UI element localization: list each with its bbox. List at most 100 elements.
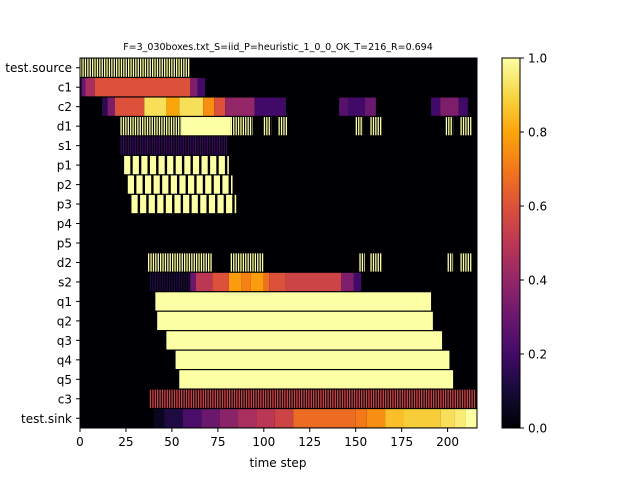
heatmap-cell-c3 <box>329 389 332 408</box>
heatmap-cell-test-sink <box>219 409 239 428</box>
heatmap-cell-s1 <box>216 136 218 155</box>
heatmap-cell-d2 <box>181 253 183 272</box>
heatmap-cell-s1 <box>154 136 156 155</box>
x-tick-label: 75 <box>210 435 225 449</box>
heatmap-cell-s1 <box>182 136 185 155</box>
heatmap-cell-p1 <box>218 155 225 175</box>
colorbar-tick-label: 0.8 <box>528 126 547 140</box>
heatmap-cell-c3 <box>265 389 267 408</box>
heatmap-cell-d2 <box>210 253 212 272</box>
heatmap-cell-p1 <box>158 155 165 175</box>
heatmap-cell-c3 <box>260 389 262 408</box>
heatmap-cell-c3 <box>325 389 327 408</box>
heatmap-cell-d2 <box>235 253 237 272</box>
heatmap-cell-p1 <box>175 155 182 175</box>
heatmap-cell-s1 <box>122 136 125 155</box>
x-tick-label: 200 <box>436 435 459 449</box>
heatmap-cell-c3 <box>332 389 334 408</box>
heatmap-cell-test-source <box>80 58 82 77</box>
heatmap-cell-p2 <box>187 175 195 194</box>
heatmap-cell-c3 <box>279 389 281 408</box>
heatmap-cell-d1 <box>144 117 146 136</box>
heatmap-cell-d2 <box>242 253 245 272</box>
x-axis-ticks: 0 25 50 75 100 125 150 175 200 <box>76 428 459 449</box>
x-tick-label: 0 <box>76 435 84 449</box>
heatmap-cell-p3 <box>234 194 237 214</box>
heatmap-cell-d1 <box>230 117 233 136</box>
heatmap-cell-d1 <box>280 117 283 136</box>
heatmap-cell-s1 <box>173 136 175 155</box>
heatmap-cell-p3 <box>140 194 147 214</box>
heatmap-cell-d2 <box>160 253 162 272</box>
heatmap-cell-d2 <box>148 253 150 272</box>
heatmap-cell-c3 <box>313 389 315 408</box>
heatmap-cell-p2 <box>205 175 212 194</box>
heatmap-cell-test-source <box>82 58 84 77</box>
heatmap-cell-c3 <box>262 389 264 408</box>
heatmap-cell-d1 <box>247 117 249 136</box>
heatmap-cell-c3 <box>363 389 365 408</box>
heatmap-cell-d2 <box>254 253 257 272</box>
heatmap-cell-s1 <box>146 136 149 155</box>
heatmap-cell-test-source <box>106 58 108 77</box>
heatmap-cell-test-sink <box>238 409 257 428</box>
heatmap-cell-d2 <box>233 253 235 272</box>
colorbar-tick-label: 0.2 <box>528 348 547 362</box>
heatmap-cell-s2 <box>159 272 161 292</box>
heatmap-cell-d1 <box>278 117 280 136</box>
heatmap-cell-c3 <box>166 389 168 408</box>
heatmap-cell-d1 <box>355 117 357 136</box>
heatmap-cell-test-source <box>99 58 101 77</box>
heatmap-cell-test-source <box>144 58 147 77</box>
heatmap-cell-c2 <box>364 97 376 116</box>
heatmap-cell-c2 <box>254 97 286 116</box>
heatmap-cell-d1 <box>125 117 127 136</box>
heatmap-cell-c3 <box>195 389 197 408</box>
heatmap-cell-d2 <box>164 253 167 272</box>
heatmap-cell-s2 <box>285 272 341 292</box>
heatmap-cell-p2 <box>144 175 152 194</box>
heatmap-cell-c1 <box>197 78 205 97</box>
heatmap-cell-s1 <box>180 136 182 155</box>
heatmap-cell-c3 <box>452 389 454 408</box>
heatmap-cell-d2 <box>150 253 152 272</box>
heatmap-cell-d1 <box>237 117 240 136</box>
heatmap-cell-c3 <box>320 389 322 408</box>
heatmap-cell-d1 <box>122 117 125 136</box>
heatmap-cell-c3 <box>214 389 216 408</box>
heatmap-cell-c3 <box>293 389 296 408</box>
heatmap-cell-d2 <box>359 253 361 272</box>
heatmap-cell-test-source <box>89 58 91 77</box>
heatmap-cell-p3 <box>174 194 181 214</box>
heatmap-cell-d1 <box>163 117 165 136</box>
heatmap-cell-test-source <box>120 58 123 77</box>
heatmap-cell-c3 <box>286 389 288 408</box>
heatmap-cell-c3 <box>176 389 178 408</box>
heatmap-cell-c3 <box>212 389 214 408</box>
heatmap-cell-test-source <box>152 58 154 77</box>
heatmap-cell-c3 <box>437 389 440 408</box>
heatmap-cell-c3 <box>272 389 274 408</box>
heatmap-cell-c1 <box>81 78 86 97</box>
heatmap-cell-s1 <box>144 136 146 155</box>
row-label-p5: p5 <box>57 237 72 251</box>
heatmap-cell-test-sink <box>403 409 441 428</box>
heatmap-cell-c3 <box>257 389 260 408</box>
heatmap-cell-p3 <box>191 194 198 214</box>
heatmap-cell-s1 <box>125 136 127 155</box>
heatmap-cell-c3 <box>382 389 384 408</box>
heatmap-cell-c3 <box>459 389 461 408</box>
heatmap-cell-d1 <box>139 117 141 136</box>
heatmap-cell-d1 <box>180 117 182 136</box>
heatmap-cell-s1 <box>221 136 223 155</box>
heatmap-cell-s1 <box>151 136 153 155</box>
heatmap-cell-s1 <box>142 136 144 155</box>
heatmap-cell-s2 <box>157 272 159 292</box>
heatmap-cell-s2 <box>181 272 183 292</box>
heatmap-cell-d2 <box>259 253 261 272</box>
heatmap-cell-s1 <box>168 136 170 155</box>
heatmap-cell-test-source <box>161 58 163 77</box>
heatmap-cell-q5 <box>179 370 454 389</box>
heatmap-cell-s1 <box>178 136 180 155</box>
